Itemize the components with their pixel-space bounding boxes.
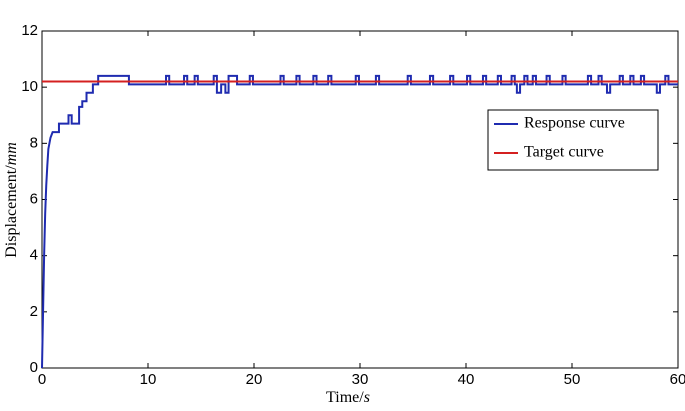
y-tick-label: 12	[21, 22, 38, 39]
y-axis-label: Displacement/mm	[3, 142, 20, 258]
x-label-unit: s	[364, 389, 370, 406]
legend-label: Target curve	[524, 144, 604, 161]
x-axis-label: Time/s	[326, 389, 370, 406]
y-label-unit: mm	[3, 142, 20, 165]
y-tick-label: 4	[30, 247, 38, 264]
y-label-text: Displacement/	[3, 165, 20, 258]
x-tick-label: 40	[458, 371, 475, 388]
y-tick-label: 10	[21, 78, 38, 95]
y-tick-label: 0	[30, 359, 38, 376]
x-tick-label: 30	[352, 371, 369, 388]
y-tick-label: 8	[30, 134, 38, 151]
y-tick-label: 6	[30, 190, 38, 207]
x-tick-label: 20	[246, 371, 263, 388]
series-line	[41, 74, 678, 369]
x-label-text: Time/	[326, 389, 364, 406]
x-tick-label: 60	[670, 371, 685, 388]
x-tick-label: 0	[38, 371, 46, 388]
legend-label: Response curve	[524, 115, 625, 132]
x-tick-label: 10	[140, 371, 157, 388]
x-tick-label: 50	[564, 371, 581, 388]
legend-box	[487, 109, 659, 171]
y-tick-label: 2	[30, 303, 38, 320]
